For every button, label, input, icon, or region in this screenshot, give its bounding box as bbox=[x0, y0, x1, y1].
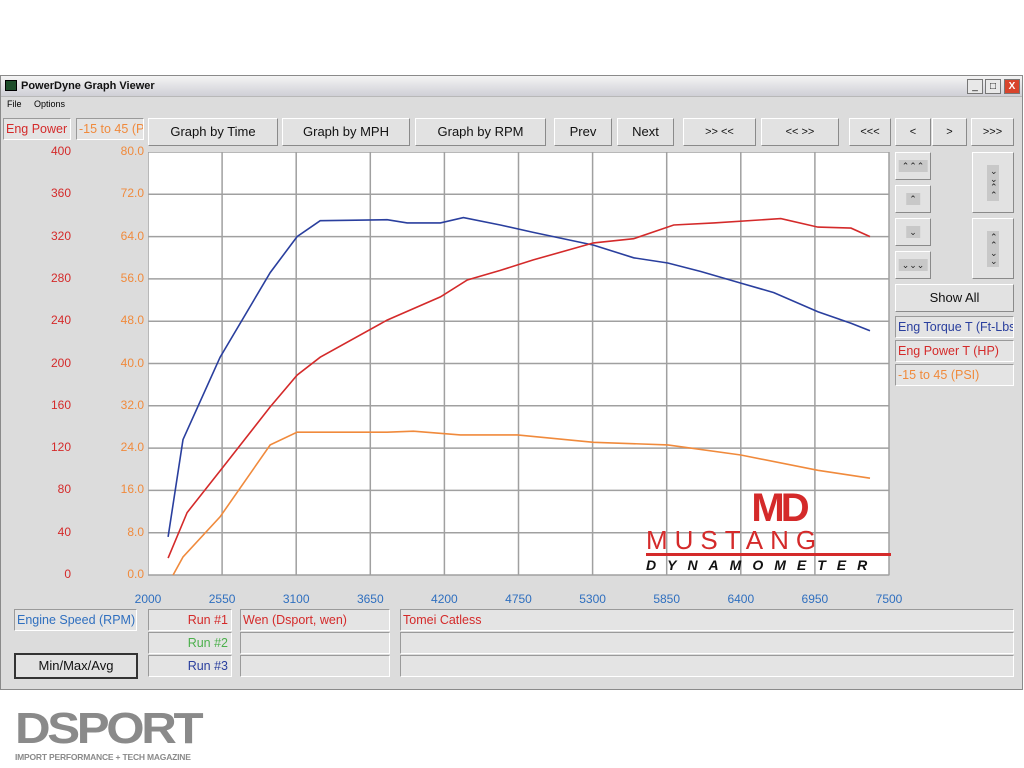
menu-file[interactable]: File bbox=[7, 99, 22, 109]
mustang-dynamometer-watermark: MD MUSTANG DYNAMOMETER bbox=[646, 486, 891, 574]
triple-chevron-down-icon: ⌄⌄⌄ bbox=[898, 259, 928, 271]
scroll-far-right-button[interactable]: >>> bbox=[971, 118, 1014, 146]
left-y-tick-label: 400 bbox=[50, 144, 71, 158]
run-1-name[interactable]: Wen (Dsport, wen) bbox=[240, 609, 390, 631]
compress-icon: ⌄⌄⌃⌃ bbox=[987, 164, 999, 201]
left-y-tick-label: 320 bbox=[50, 228, 71, 243]
series-line-2 bbox=[172, 430, 871, 576]
title-bar: PowerDyne Graph Viewer _ □ X bbox=[1, 76, 1022, 97]
menu-bar: File Options bbox=[7, 99, 75, 109]
run-1-note[interactable]: Tomei Catless bbox=[400, 609, 1014, 631]
run-3-label[interactable]: Run #3 bbox=[148, 655, 232, 677]
expand-y-button[interactable]: ⌃⌃⌄⌄ bbox=[972, 218, 1014, 279]
scroll-down-button[interactable]: ⌄ bbox=[895, 218, 931, 246]
zoom-in-button[interactable]: >> << bbox=[683, 118, 756, 146]
next-button[interactable]: Next bbox=[617, 118, 674, 146]
chevron-down-icon: ⌄ bbox=[906, 226, 920, 238]
left-y-tick-label: 120 bbox=[50, 440, 71, 455]
left-axis-field[interactable]: Eng Power bbox=[3, 118, 71, 140]
right-axis-field[interactable]: -15 to 45 (PSI) bbox=[76, 118, 144, 140]
chevron-up-icon: ⌃ bbox=[906, 193, 920, 205]
run-2-note[interactable] bbox=[400, 632, 1014, 654]
min-max-avg-button[interactable]: Min/Max/Avg bbox=[14, 653, 138, 679]
legend-torque[interactable]: Eng Torque T (Ft-Lbs) bbox=[895, 316, 1014, 338]
run-1-label[interactable]: Run #1 bbox=[148, 609, 232, 631]
prev-button[interactable]: Prev bbox=[554, 118, 612, 146]
series-line-0 bbox=[167, 216, 871, 538]
left-y-tick-label: 240 bbox=[50, 313, 71, 328]
scroll-right-button[interactable]: > bbox=[932, 118, 967, 146]
left-y-tick-label: 160 bbox=[50, 397, 71, 412]
graph-by-rpm-button[interactable]: Graph by RPM bbox=[415, 118, 546, 146]
graph-by-mph-button[interactable]: Graph by MPH bbox=[282, 118, 410, 146]
scroll-far-left-button[interactable]: <<< bbox=[849, 118, 891, 146]
app-icon bbox=[5, 80, 17, 91]
dsport-logo: DSPORT IMPORT PERFORMANCE + TECH MAGAZIN… bbox=[15, 706, 204, 763]
maximize-button[interactable]: □ bbox=[985, 79, 1001, 94]
x-tick-label: 7500 bbox=[875, 592, 903, 606]
dsport-wordmark: DSPORT bbox=[15, 704, 204, 753]
dyno-chart bbox=[148, 152, 890, 576]
left-y-tick-label: 200 bbox=[50, 355, 71, 370]
dsport-tagline: IMPORT PERFORMANCE + TECH MAGAZINE bbox=[15, 752, 191, 762]
legend-boost[interactable]: -15 to 45 (PSI) bbox=[895, 364, 1014, 386]
x-tick-label: 3100 bbox=[282, 592, 310, 606]
x-tick-label: 3650 bbox=[356, 592, 384, 606]
graph-viewer-window: PowerDyne Graph Viewer _ □ X File Option… bbox=[0, 75, 1023, 690]
left-y-tick-label: 0 bbox=[64, 567, 71, 581]
show-all-button[interactable]: Show All bbox=[895, 284, 1014, 312]
scroll-down-fast-button[interactable]: ⌄⌄⌄ bbox=[895, 251, 931, 279]
run-2-name[interactable] bbox=[240, 632, 390, 654]
right-y-tick-label: 16.0 bbox=[120, 482, 144, 497]
zoom-out-button[interactable]: << >> bbox=[761, 118, 839, 146]
x-tick-label: 5850 bbox=[653, 592, 681, 606]
right-y-tick-label: 24.0 bbox=[120, 440, 144, 455]
right-y-tick-label: 64.0 bbox=[120, 228, 144, 243]
left-y-tick-label: 80 bbox=[57, 482, 71, 497]
right-y-tick-label: 56.0 bbox=[120, 270, 144, 285]
left-y-tick-label: 360 bbox=[50, 186, 71, 201]
expand-icon: ⌃⌃⌄⌄ bbox=[987, 230, 999, 267]
left-y-tick-label: 280 bbox=[50, 270, 71, 285]
x-axis-field[interactable]: Engine Speed (RPM) bbox=[14, 609, 137, 631]
right-y-tick-label: 72.0 bbox=[120, 186, 144, 201]
close-button[interactable]: X bbox=[1004, 79, 1020, 94]
run-3-name[interactable] bbox=[240, 655, 390, 677]
x-tick-label: 6400 bbox=[727, 592, 755, 606]
graph-by-time-button[interactable]: Graph by Time bbox=[148, 118, 278, 146]
mustang-text: MUSTANG bbox=[646, 527, 891, 556]
x-tick-label: 4750 bbox=[505, 592, 532, 606]
minimize-button[interactable]: _ bbox=[967, 79, 983, 94]
x-tick-label: 2550 bbox=[208, 592, 236, 606]
run-2-label[interactable]: Run #2 bbox=[148, 632, 232, 654]
scroll-up-button[interactable]: ⌃ bbox=[895, 185, 931, 213]
menu-options[interactable]: Options bbox=[34, 99, 66, 109]
window-title: PowerDyne Graph Viewer bbox=[21, 80, 155, 92]
scroll-left-button[interactable]: < bbox=[895, 118, 931, 146]
compress-y-button[interactable]: ⌄⌄⌃⌃ bbox=[972, 152, 1014, 213]
left-y-tick-label: 40 bbox=[57, 524, 71, 539]
right-y-tick-label: 80.0 bbox=[120, 144, 144, 158]
triple-chevron-up-icon: ⌃⌃⌃ bbox=[898, 160, 928, 172]
right-y-tick-label: 0.0 bbox=[127, 567, 144, 581]
run-3-note[interactable] bbox=[400, 655, 1014, 677]
md-logo: MD bbox=[751, 486, 809, 530]
right-y-tick-label: 32.0 bbox=[120, 397, 144, 412]
x-tick-label: 4200 bbox=[431, 592, 458, 606]
x-tick-label: 5300 bbox=[579, 592, 606, 606]
right-y-tick-label: 8.0 bbox=[127, 524, 144, 539]
x-tick-label: 2000 bbox=[134, 592, 162, 606]
x-tick-label: 6950 bbox=[801, 592, 829, 606]
dynamometer-text: DYNAMOMETER bbox=[646, 557, 879, 573]
scroll-up-fast-button[interactable]: ⌃⌃⌃ bbox=[895, 152, 931, 180]
legend-power[interactable]: Eng Power T (HP) bbox=[895, 340, 1014, 362]
series-line-1 bbox=[167, 217, 871, 559]
right-y-tick-label: 40.0 bbox=[120, 355, 144, 370]
right-y-tick-label: 48.0 bbox=[120, 313, 144, 328]
